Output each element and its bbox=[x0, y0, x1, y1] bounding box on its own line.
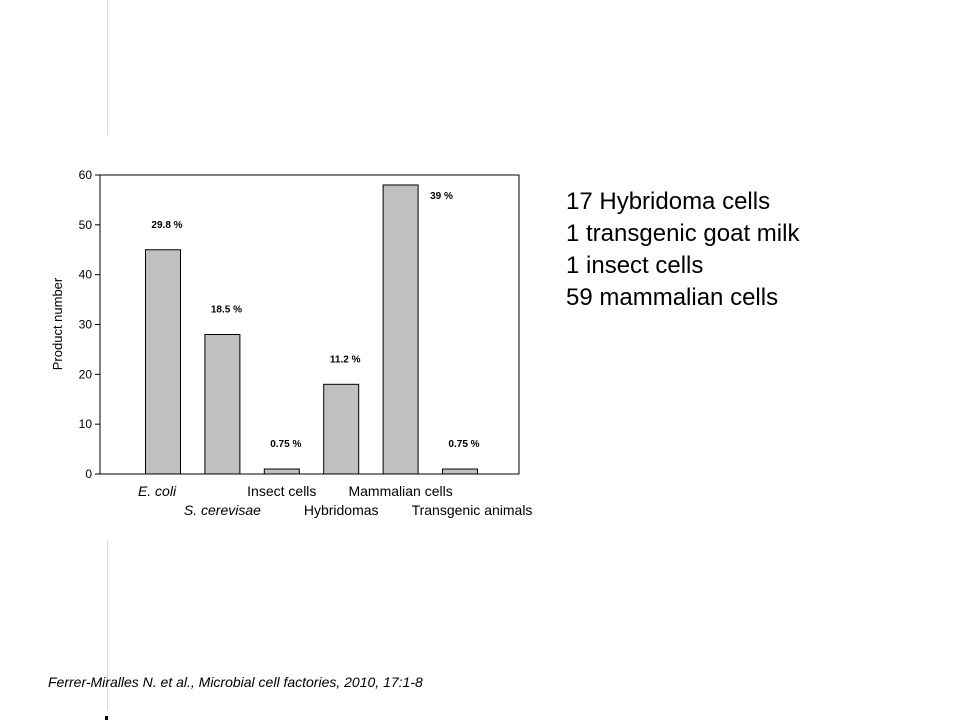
x-category-label: Transgenic animals bbox=[412, 502, 533, 518]
bar-value-label: 11.2 % bbox=[330, 354, 361, 365]
bar-value-label: 18.5 % bbox=[211, 304, 242, 315]
y-axis: 0 10 20 30 40 50 60 bbox=[79, 168, 100, 481]
bar-mammalian-cells bbox=[382, 184, 419, 475]
y-tick-label: 0 bbox=[85, 467, 92, 481]
bar-transgenic-animals bbox=[442, 468, 478, 475]
bar-value-label: 0.75 % bbox=[448, 439, 479, 450]
y-tick-label: 40 bbox=[79, 268, 93, 282]
x-category-label: Mammalian cells bbox=[348, 483, 452, 499]
y-axis-title: Product number bbox=[50, 277, 65, 370]
x-category-label: Insect cells bbox=[247, 483, 316, 499]
note-hybridoma: 17 Hybridoma cells bbox=[566, 188, 771, 215]
left-guide-line-top bbox=[107, 0, 108, 135]
bar-e-coli bbox=[145, 249, 181, 475]
bar-hybridomas bbox=[323, 383, 360, 475]
x-category-label: S. cerevisae bbox=[184, 502, 261, 518]
bar-value-label: 0.75 % bbox=[270, 439, 301, 450]
corner-mark bbox=[105, 716, 108, 720]
note-insect: 1 insect cells bbox=[566, 252, 704, 279]
citation: Ferrer-Miralles N. et al., Microbial cel… bbox=[48, 674, 423, 690]
bar-value-label: 29.8 % bbox=[151, 220, 182, 231]
bar-s-cerevisae bbox=[204, 333, 241, 475]
note-goat-milk: 1 transgenic goat milk bbox=[566, 220, 800, 247]
side-notes: 17 Hybridoma cells 1 transgenic goat mil… bbox=[566, 186, 799, 314]
left-guide-line-bottom bbox=[107, 540, 108, 710]
bar-value-label: 39 % bbox=[430, 191, 453, 202]
x-category-label: E. coli bbox=[138, 483, 177, 499]
y-tick-label: 30 bbox=[79, 318, 93, 332]
note-mammalian: 59 mammalian cells bbox=[566, 284, 779, 311]
bars: 29.8 % 18.5 % 0.75 % 11.2 % 39 % 0.75 % bbox=[145, 184, 480, 475]
y-tick-label: 10 bbox=[79, 417, 93, 431]
y-tick-label: 20 bbox=[79, 367, 93, 381]
x-category-label: Hybridomas bbox=[304, 502, 379, 518]
bar-insect-cells bbox=[263, 468, 300, 475]
y-tick-label: 50 bbox=[79, 218, 93, 232]
x-axis-labels: E. coli S. cerevisae Insect cells Hybridoma… bbox=[138, 483, 533, 518]
y-tick-label: 60 bbox=[79, 168, 93, 182]
